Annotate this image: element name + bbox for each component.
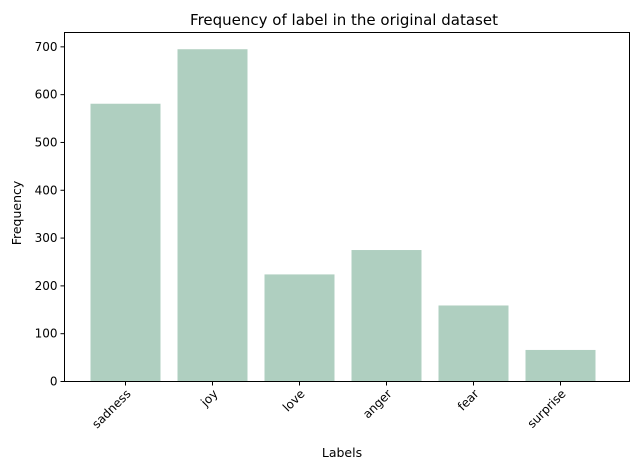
- y-tick-label: 0: [50, 375, 58, 389]
- bar-joy: [177, 49, 248, 382]
- y-tick-label: 600: [35, 88, 58, 102]
- y-tick-label: 700: [35, 40, 58, 54]
- y-tick-label: 200: [35, 279, 58, 293]
- bar-anger: [351, 250, 422, 382]
- x-tick-label-love: love: [280, 387, 308, 415]
- y-axis-label: Frequency: [9, 180, 24, 245]
- bars-layer: [90, 49, 596, 382]
- y-tick-label: 500: [35, 135, 58, 149]
- x-tick-label-anger: anger: [360, 387, 395, 422]
- bar-love: [264, 274, 335, 382]
- bar-sadness: [90, 103, 161, 382]
- x-tick-label-joy: joy: [197, 387, 220, 410]
- x-axis-ticks: sadness joy love anger fear surprise: [89, 381, 569, 431]
- bar-fear: [438, 305, 509, 382]
- x-axis-label: Labels: [322, 445, 362, 460]
- chart-title: Frequency of label in the original datas…: [190, 11, 498, 29]
- y-axis-ticks: 0 100 200 300 400 500 600 700: [35, 40, 65, 389]
- y-tick-label: 300: [35, 231, 58, 245]
- y-tick-label: 400: [35, 183, 58, 197]
- y-tick-label: 100: [35, 327, 58, 341]
- x-tick-label-surprise: surprise: [525, 387, 569, 431]
- x-tick-label-fear: fear: [455, 387, 482, 414]
- bar-surprise: [525, 349, 596, 382]
- x-tick-label-sadness: sadness: [89, 387, 133, 431]
